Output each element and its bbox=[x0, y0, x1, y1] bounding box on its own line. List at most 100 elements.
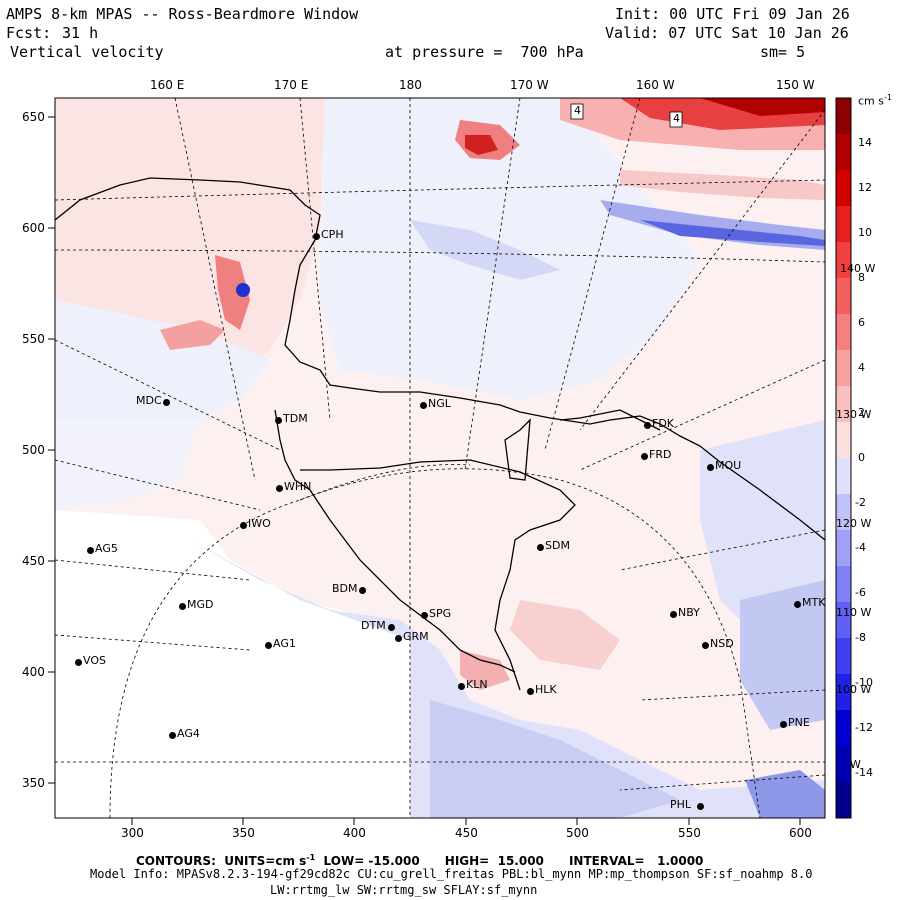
station-marker bbox=[179, 603, 186, 610]
station-marker bbox=[697, 803, 704, 810]
x-tick-label: 600 bbox=[789, 826, 812, 840]
station-marker bbox=[275, 417, 282, 424]
station-label: AG5 bbox=[95, 542, 118, 555]
station-label: HLK bbox=[535, 683, 557, 696]
lon-label: 160 E bbox=[150, 78, 185, 92]
x-tick-label: 500 bbox=[566, 826, 589, 840]
colorbar-segment bbox=[836, 602, 851, 639]
model-info: Model Info: MPASv8.2.3-194-gf29cd82c CU:… bbox=[90, 867, 813, 881]
y-tick-label: 400 bbox=[22, 665, 45, 679]
colorbar-segment bbox=[836, 170, 851, 207]
station-marker bbox=[395, 635, 402, 642]
station-label: WHN bbox=[284, 480, 312, 493]
station-label: CPH bbox=[321, 228, 344, 241]
contour-marker bbox=[570, 103, 584, 120]
station-label: DTM bbox=[361, 619, 386, 632]
station-label: MDC bbox=[136, 394, 162, 407]
contour-marker-label: 4 bbox=[574, 104, 581, 117]
station-label: MOU bbox=[715, 459, 742, 472]
meridian-label: 110 W bbox=[836, 606, 872, 619]
station-marker bbox=[702, 642, 709, 649]
station-marker bbox=[240, 522, 247, 529]
y-tick-label: 650 bbox=[22, 110, 45, 124]
colorbar-tick-label: -12 bbox=[855, 721, 873, 734]
station-label: VOS bbox=[83, 654, 106, 667]
plot-border bbox=[54, 97, 826, 819]
x-tick-label: 550 bbox=[678, 826, 701, 840]
station-label: TDM bbox=[283, 412, 308, 425]
station-marker bbox=[169, 732, 176, 739]
colorbar-tick-label: 8 bbox=[858, 271, 865, 284]
init-time: Init: 00 UTC Fri 09 Jan 26 bbox=[615, 5, 850, 23]
station-marker bbox=[388, 624, 395, 631]
station-marker bbox=[87, 547, 94, 554]
station-label: MTK bbox=[802, 596, 826, 609]
station-marker bbox=[276, 485, 283, 492]
x-tick-label: 350 bbox=[232, 826, 255, 840]
colorbar-tick-label: 12 bbox=[858, 181, 872, 194]
colorbar-tick-label: 10 bbox=[858, 226, 872, 239]
colorbar-segment bbox=[836, 566, 851, 603]
y-tick-label: 450 bbox=[22, 554, 45, 568]
field-name: Vertical velocity bbox=[10, 43, 164, 61]
colorbar-segment bbox=[836, 458, 851, 495]
station-marker bbox=[707, 464, 714, 471]
colorbar-segment bbox=[836, 530, 851, 567]
colorbar-segment bbox=[836, 98, 851, 135]
colorbar-segment bbox=[836, 206, 851, 243]
station-marker bbox=[641, 453, 648, 460]
forecast-hour: 31 h bbox=[62, 24, 99, 42]
colorbar-segment bbox=[836, 278, 851, 315]
x-tick-label: 450 bbox=[455, 826, 478, 840]
station-label: BDM bbox=[332, 582, 358, 595]
meridian-label: 140 W bbox=[840, 262, 876, 275]
contour-marker bbox=[669, 111, 683, 128]
meridian-label: 130 W bbox=[836, 408, 872, 421]
station-label: FRD bbox=[649, 448, 672, 461]
contour-marker-label: 4 bbox=[673, 112, 680, 125]
forecast-label: Fcst: bbox=[6, 24, 52, 42]
station-label: PNE bbox=[788, 716, 810, 729]
colorbar-tick-label: 2 bbox=[858, 406, 865, 419]
station-label: SPG bbox=[429, 607, 452, 620]
colorbar-tick-label: -8 bbox=[855, 631, 866, 644]
station-marker bbox=[421, 612, 428, 619]
station-label: MGD bbox=[187, 598, 214, 611]
station-marker bbox=[644, 422, 651, 429]
colorbar-tick-label: -10 bbox=[855, 676, 873, 689]
valid-time: Valid: 07 UTC Sat 10 Jan 26 bbox=[605, 24, 849, 42]
pressure-level: at pressure = 700 hPa bbox=[385, 43, 584, 61]
colorbar-segment bbox=[836, 638, 851, 675]
x-tick-label: 400 bbox=[343, 826, 366, 840]
lon-label: 170 E bbox=[274, 78, 309, 92]
station-label: KLN bbox=[466, 678, 488, 691]
lon-label: 170 W bbox=[510, 78, 549, 92]
colorbar-segment bbox=[836, 350, 851, 387]
station-marker bbox=[670, 611, 677, 618]
station-label: IWO bbox=[248, 517, 271, 530]
colorbar-tick-label: -6 bbox=[855, 586, 866, 599]
colorbar-segment bbox=[836, 242, 851, 279]
lon-label: 180 bbox=[399, 78, 422, 92]
station-label: NGL bbox=[428, 397, 451, 410]
x-tick-label: 300 bbox=[121, 826, 144, 840]
y-tick-label: 350 bbox=[22, 776, 45, 790]
smoothing: sm= 5 bbox=[760, 43, 806, 61]
meridian-label: W bbox=[850, 758, 861, 771]
colorbar-tick-label: -4 bbox=[855, 541, 866, 554]
graticule bbox=[55, 98, 825, 818]
colorbar-segment bbox=[836, 674, 851, 711]
field-shading bbox=[55, 98, 825, 818]
station-label: AG4 bbox=[177, 727, 200, 740]
station-label: SDM bbox=[545, 539, 570, 552]
y-tick-label: 500 bbox=[22, 443, 45, 457]
station-label: NSD bbox=[710, 637, 734, 650]
station-label: NBY bbox=[678, 606, 700, 619]
colorbar-segment bbox=[836, 386, 851, 423]
contour-info: CONTOURS: UNITS=cm s-1 LOW= -15.000 HIGH… bbox=[136, 853, 704, 868]
station-label: PHL bbox=[670, 798, 692, 811]
station-marker bbox=[794, 601, 801, 608]
y-tick-label: 550 bbox=[22, 332, 45, 346]
colorbar-tick-label: 6 bbox=[858, 316, 865, 329]
